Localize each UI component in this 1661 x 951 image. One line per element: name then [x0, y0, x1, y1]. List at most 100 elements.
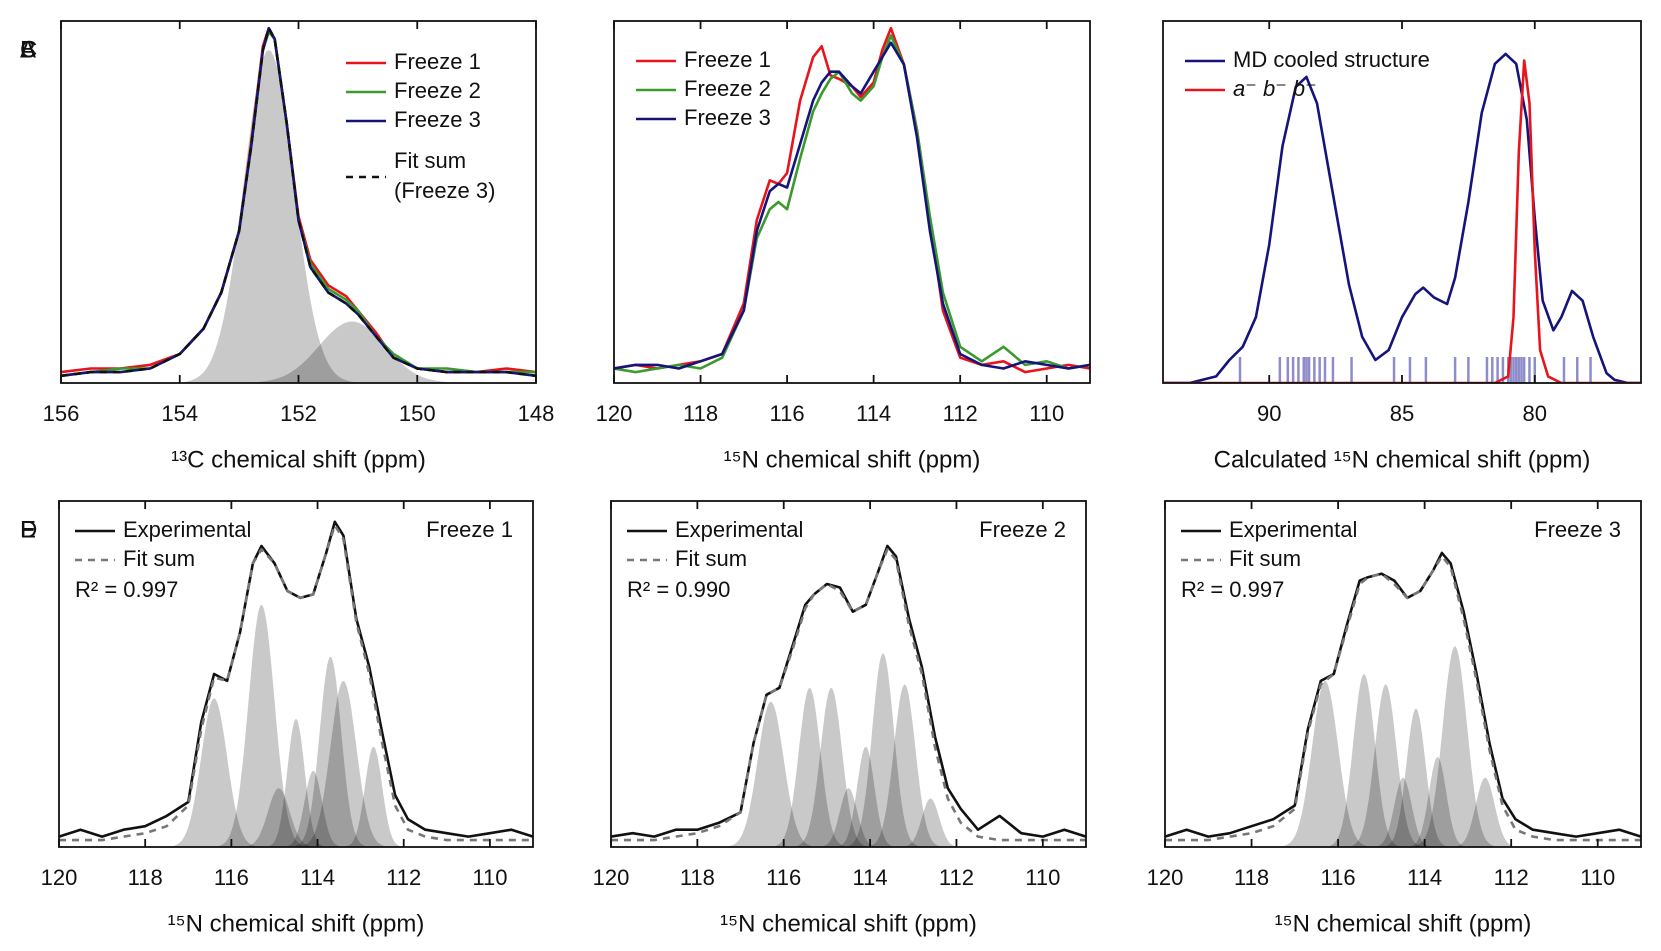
panel-label: D	[20, 516, 37, 543]
panel-label: A	[20, 36, 36, 63]
x-tick-label: 118	[1234, 865, 1269, 890]
panel-label: E	[20, 516, 36, 543]
fit-note: R² = 0.997	[75, 577, 178, 602]
series-line	[59, 523, 533, 842]
fit-component	[861, 684, 948, 847]
x-tick-label: 154	[161, 401, 198, 426]
x-tick-label: 120	[596, 401, 633, 426]
x-tick-label: 112	[943, 401, 978, 426]
fit-component	[291, 680, 396, 847]
x-axis-label: ¹⁵N chemical shift (ppm)	[1275, 910, 1532, 937]
legend-label: Experimental	[1229, 517, 1357, 542]
fit-component	[896, 798, 966, 847]
x-axis-label: ¹⁵N chemical shift (ppm)	[720, 910, 977, 937]
plot-area	[614, 26, 1090, 374]
plot-frame	[610, 500, 1087, 848]
fit-note: R² = 0.997	[1181, 577, 1284, 602]
x-axis-label: ¹³C chemical shift (ppm)	[171, 446, 426, 473]
x-axis-label: ¹⁵N chemical shift (ppm)	[724, 446, 981, 473]
fit-component	[339, 746, 408, 847]
fit-component	[1342, 684, 1429, 847]
panel-label: F	[20, 516, 35, 543]
panel-label: C	[20, 36, 37, 63]
x-tick-label: 110	[1580, 865, 1615, 890]
panel-annotation: Freeze 1	[426, 517, 513, 542]
x-tick-label: 112	[1494, 865, 1529, 890]
fit-component	[766, 687, 853, 847]
plot-area	[1163, 52, 1641, 383]
x-tick-label: 116	[766, 865, 801, 890]
legend-label: Freeze 1	[684, 47, 771, 72]
fit-component	[287, 656, 374, 847]
series-line	[611, 548, 1086, 842]
x-axis-label: Calculated ¹⁵N chemical shift (ppm)	[1214, 446, 1591, 473]
legend-label: Freeze 1	[394, 49, 481, 74]
x-tick-label: 114	[853, 865, 888, 890]
x-tick-label: 156	[43, 401, 80, 426]
legend-label: Fit sum	[1229, 546, 1301, 571]
plot-area	[1165, 551, 1641, 847]
series-line	[611, 544, 1086, 838]
legend-label: Freeze 2	[684, 76, 771, 101]
x-tick-label: 112	[386, 865, 421, 890]
fit-component	[1320, 674, 1408, 847]
x-tick-label: 114	[300, 865, 335, 890]
fit-component	[1447, 777, 1524, 847]
x-tick-label: 118	[680, 865, 715, 890]
plot-frame	[1164, 500, 1642, 848]
series-line	[1165, 555, 1641, 842]
plot-frame	[613, 20, 1091, 384]
x-tick-label: 148	[518, 401, 555, 426]
fit-component	[235, 788, 322, 847]
x-tick-label: 116	[1321, 865, 1356, 890]
x-axis-label: ¹⁵N chemical shift (ppm)	[168, 910, 425, 937]
fit-component	[278, 770, 348, 847]
plot-area	[61, 26, 536, 383]
panel-label: B	[20, 36, 36, 63]
legend-label: a⁻ b⁻ b⁻	[1233, 76, 1317, 101]
series-line	[1163, 52, 1641, 383]
fit-component	[221, 321, 483, 383]
fit-component	[719, 701, 823, 847]
fit-note: R² = 0.990	[627, 577, 730, 602]
x-tick-label: 90	[1257, 401, 1281, 426]
x-tick-label: 110	[1025, 865, 1060, 890]
series-line	[614, 34, 1090, 374]
series-line	[614, 41, 1090, 370]
x-tick-label: 120	[593, 865, 630, 890]
x-tick-label: 120	[1147, 865, 1184, 890]
fit-component	[261, 719, 331, 847]
fit-component	[814, 788, 883, 847]
fit-component	[1368, 777, 1438, 847]
plot-frame	[58, 500, 534, 848]
fit-component	[162, 698, 266, 847]
plot-area	[59, 520, 533, 847]
legend-label: Experimental	[675, 517, 803, 542]
series-line	[1163, 59, 1641, 383]
fit-component	[1273, 680, 1377, 847]
x-tick-label: 118	[128, 865, 163, 890]
fit-component	[839, 653, 927, 847]
series-line	[61, 26, 536, 378]
fit-component	[1403, 757, 1473, 847]
legend-label: Freeze 3	[684, 105, 771, 130]
x-tick-label: 116	[770, 401, 805, 426]
fit-component	[788, 687, 875, 847]
legend-note: (Freeze 3)	[394, 178, 495, 203]
fit-component	[1377, 708, 1455, 847]
panel-annotation: Freeze 2	[979, 517, 1066, 542]
legend-label: MD cooled structure	[1233, 47, 1430, 72]
fit-component	[831, 746, 901, 847]
legend-label: Freeze 3	[394, 107, 481, 132]
x-tick-label: 114	[1407, 865, 1442, 890]
x-tick-label: 116	[214, 865, 249, 890]
fit-component	[209, 604, 314, 847]
x-tick-label: 120	[41, 865, 78, 890]
x-tick-label: 110	[472, 865, 507, 890]
x-tick-label: 112	[939, 865, 974, 890]
x-tick-label: 80	[1523, 401, 1547, 426]
x-tick-label: 85	[1390, 401, 1414, 426]
panel-annotation: Freeze 3	[1534, 517, 1621, 542]
